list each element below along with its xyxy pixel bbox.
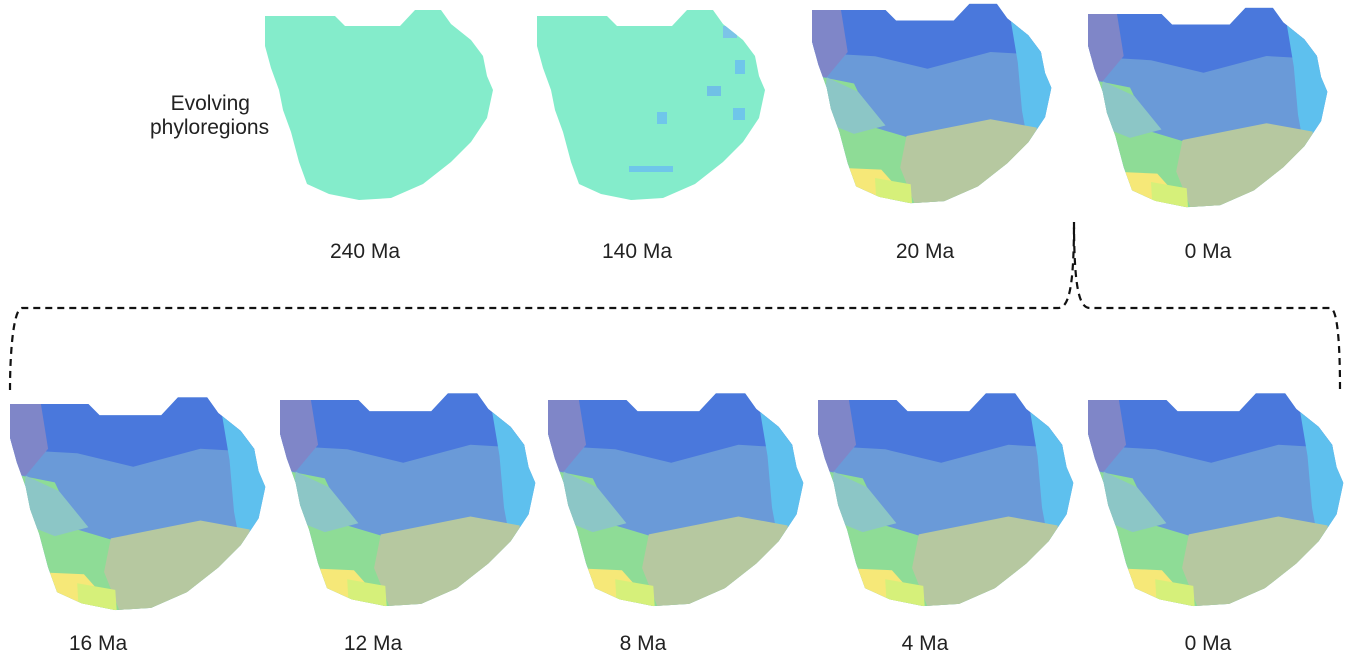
label-top-240ma: 240 Ma <box>329 240 401 263</box>
label-top-20ma: 20 Ma <box>895 240 955 263</box>
map-8ma <box>548 393 804 607</box>
label-bottom-16ma: 16 Ma <box>68 632 128 655</box>
label-bottom-8ma: 8 Ma <box>619 632 667 655</box>
map-12ma <box>280 393 536 607</box>
label-bottom-0ma: 0 Ma <box>1184 632 1232 655</box>
row-title-evolving-phyloregions: Evolving phyloregions <box>150 92 270 139</box>
label-top-0ma: 0 Ma <box>1184 240 1232 263</box>
brace-right-dashed-line <box>1072 221 1342 391</box>
map-4ma <box>818 393 1074 607</box>
label-top-140ma: 140 Ma <box>601 240 673 263</box>
map-top-0ma <box>1088 7 1328 208</box>
label-bottom-4ma: 4 Ma <box>901 632 949 655</box>
map-bottom-0ma <box>1088 393 1344 607</box>
label-bottom-12ma: 12 Ma <box>343 632 403 655</box>
brace-left-dashed-line <box>8 221 1076 391</box>
map-20ma <box>812 3 1052 204</box>
map-240ma <box>265 10 493 200</box>
map-140ma <box>537 10 765 200</box>
map-16ma <box>10 397 266 611</box>
